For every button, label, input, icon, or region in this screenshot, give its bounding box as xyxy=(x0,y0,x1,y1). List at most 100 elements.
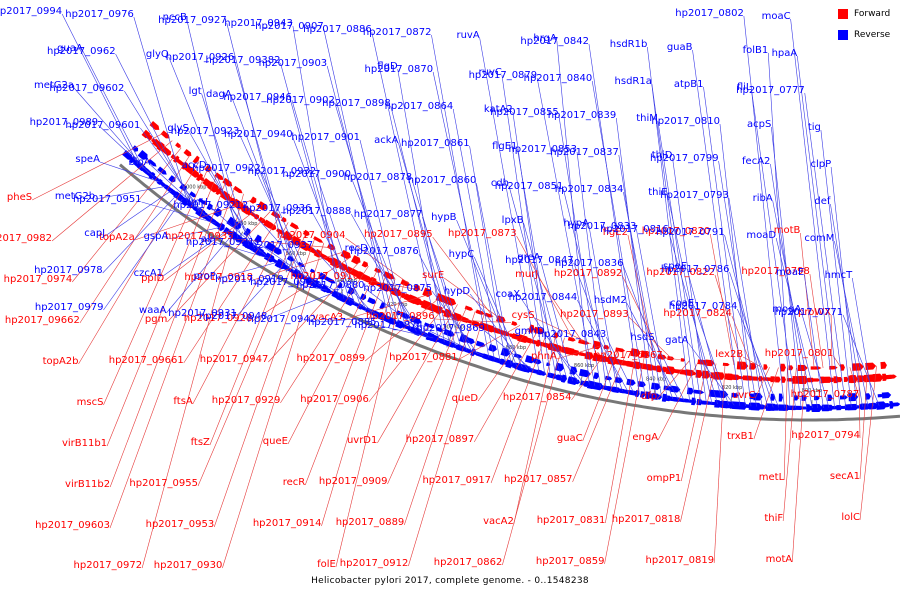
leader-line xyxy=(508,185,562,379)
leader-line xyxy=(771,126,802,408)
gene-label: vacA3 xyxy=(312,312,343,323)
leader-line xyxy=(834,240,869,407)
leader-line xyxy=(106,174,218,447)
gene-label: proP xyxy=(193,271,215,282)
leader-line xyxy=(783,367,788,481)
gene-label: hsdM2 xyxy=(594,295,627,306)
leader-line xyxy=(657,120,702,403)
reverse-gene xyxy=(419,330,430,338)
gene-label: hp2017_0875 xyxy=(363,283,432,294)
reverse-gene xyxy=(367,297,377,305)
gene-label: secA1 xyxy=(830,471,860,482)
leader-line xyxy=(209,227,298,446)
reverse-gene xyxy=(539,370,547,376)
leader-line xyxy=(479,37,540,373)
gene-label: hrgA xyxy=(533,33,557,44)
reverse-gene xyxy=(347,286,355,295)
gene-label: hp2017_0979 xyxy=(35,302,104,313)
gene-label: hp2017_0910 xyxy=(290,271,359,282)
gene-label: dagA xyxy=(206,89,232,100)
gene-label: guaC xyxy=(557,433,583,444)
tick-label: 820 kbp xyxy=(722,385,742,391)
leader-line xyxy=(512,111,551,376)
gene-label: guaB xyxy=(667,42,693,53)
gene-label: murJ xyxy=(515,269,538,280)
leader-line xyxy=(743,356,761,368)
forward-gene xyxy=(722,362,730,367)
gene-label: czcA1 xyxy=(134,268,163,279)
gene-label: motA xyxy=(766,554,793,565)
reverse-gene xyxy=(409,315,422,324)
leader-line xyxy=(501,74,545,374)
gene-label: hp2017_0842 xyxy=(520,36,589,47)
legend-item-forward: Forward xyxy=(838,8,890,20)
reverse-gene xyxy=(793,395,799,401)
forward-gene xyxy=(309,247,317,254)
leader-line xyxy=(588,43,640,395)
leader-line xyxy=(604,354,646,565)
leader-line xyxy=(692,49,741,406)
leader-line xyxy=(477,327,530,402)
leader-line xyxy=(558,114,601,387)
gene-label: mscS xyxy=(77,397,104,408)
gene-label: virB11b2 xyxy=(65,479,110,490)
gene-label: acpS xyxy=(747,119,771,130)
gene-label: moaE xyxy=(776,267,804,278)
forward-gene xyxy=(400,279,411,287)
gene-label: lolC xyxy=(841,512,860,523)
leader-line xyxy=(267,292,333,320)
gene-label: hp2017_0976 xyxy=(65,9,134,20)
gene-label: ftsA xyxy=(173,396,192,407)
leader-line xyxy=(502,337,565,566)
gene-label: hp2017_0831 xyxy=(537,515,606,526)
leader-line xyxy=(680,362,708,482)
gene-label: hp2017_0878 xyxy=(344,172,413,183)
gene-label: hp2017_0843 xyxy=(538,329,607,340)
reverse-gene xyxy=(882,403,891,408)
gene-label: hp2017_0904 xyxy=(277,230,346,241)
leader-line xyxy=(753,367,779,440)
reverse-gene xyxy=(839,395,848,400)
reverse-gene xyxy=(799,406,809,410)
genome-backbone xyxy=(119,163,900,422)
leader-line xyxy=(233,59,295,273)
gene-label: cdh xyxy=(491,178,509,189)
gene-label: trxB1 xyxy=(727,431,754,442)
leader-line xyxy=(713,364,726,564)
tick-mark xyxy=(579,374,583,387)
gene-label: clpP xyxy=(810,159,831,170)
leader-line xyxy=(576,151,607,388)
reverse-gene xyxy=(583,380,589,388)
leader-line xyxy=(141,193,244,569)
forward-gene xyxy=(400,292,406,299)
gene-label: ruvA xyxy=(456,30,479,41)
gene-label: folE xyxy=(317,559,336,570)
gene-label: hp2017_0771 xyxy=(774,307,843,318)
reverse-gene xyxy=(309,268,316,274)
leader-line xyxy=(408,313,485,567)
gene-label: lpxB xyxy=(502,215,524,226)
forward-gene xyxy=(797,364,808,372)
leader-line xyxy=(292,136,356,305)
gene-label: thiF xyxy=(764,513,783,524)
gene-label: hp2017_0867 xyxy=(594,350,663,361)
leader-line xyxy=(693,305,729,405)
leader-line xyxy=(668,231,718,404)
leader-line xyxy=(168,56,244,242)
leader-line xyxy=(582,349,619,442)
gene-label: accD xyxy=(182,160,207,171)
forward-gene xyxy=(887,374,897,380)
leader-line xyxy=(540,259,573,381)
gene-label: mogA xyxy=(772,304,801,315)
leader-line xyxy=(316,316,384,323)
gene-label: hp2017_0870 xyxy=(365,64,434,75)
gene-label: katA2 xyxy=(484,104,513,115)
leader-line xyxy=(473,330,539,443)
reverse-gene xyxy=(226,216,237,227)
gene-label: hp2017_0936 xyxy=(243,203,312,214)
forward-gene xyxy=(170,154,176,160)
gene-label: hypC xyxy=(449,249,475,260)
legend-label-reverse: Reverse xyxy=(854,30,891,40)
leader-line xyxy=(201,93,250,246)
leader-line xyxy=(418,253,473,353)
